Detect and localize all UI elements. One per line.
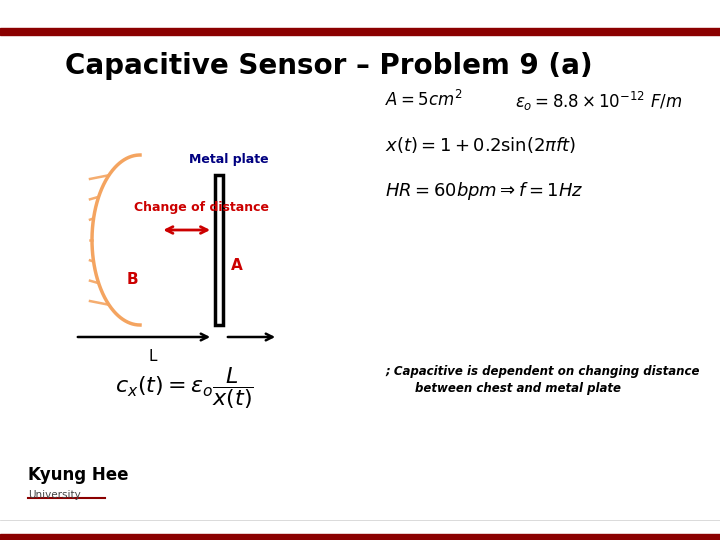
Text: $c_x(t) = \varepsilon_o\dfrac{L}{x(t)}$: $c_x(t) = \varepsilon_o\dfrac{L}{x(t)}$ (115, 365, 254, 411)
Text: University: University (28, 490, 81, 500)
Text: ; Capacitive is dependent on changing distance: ; Capacitive is dependent on changing di… (385, 365, 700, 378)
Text: B: B (126, 273, 138, 287)
Text: between chest and metal plate: between chest and metal plate (415, 382, 621, 395)
Text: Metal plate: Metal plate (189, 153, 269, 166)
Text: $HR = 60bpm \Rightarrow f = 1Hz$: $HR = 60bpm \Rightarrow f = 1Hz$ (385, 180, 584, 202)
Text: L: L (149, 349, 157, 364)
Bar (215, 175, 223, 325)
Text: Kyung Hee: Kyung Hee (28, 466, 128, 484)
Text: Capacitive Sensor – Problem 9 (a): Capacitive Sensor – Problem 9 (a) (65, 52, 593, 80)
Text: $A = 5cm^2$: $A = 5cm^2$ (385, 90, 463, 110)
Text: A: A (231, 258, 243, 273)
Bar (0, 28, 720, 35)
Text: Change of distance: Change of distance (134, 201, 269, 214)
Text: $x(t) = 1 + 0.2\sin(2\pi ft)$: $x(t) = 1 + 0.2\sin(2\pi ft)$ (385, 135, 577, 155)
Text: $\varepsilon_o = 8.8\times10^{-12}\ F/m$: $\varepsilon_o = 8.8\times10^{-12}\ F/m$ (515, 90, 683, 113)
Bar (0, 534, 720, 540)
